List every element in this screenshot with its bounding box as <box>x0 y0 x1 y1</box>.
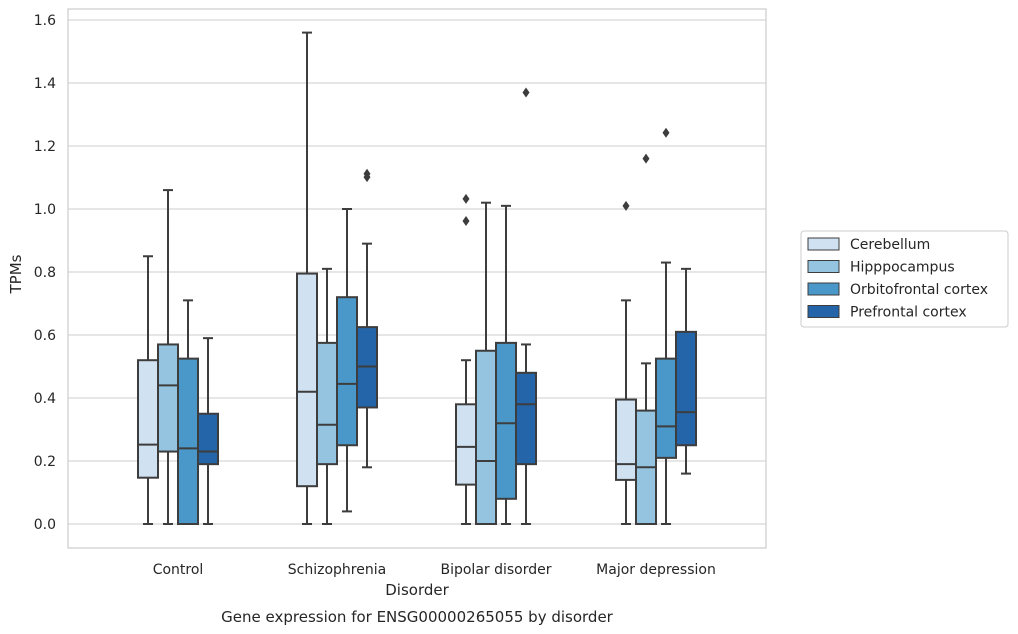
y-tick-label: 1.4 <box>34 76 56 92</box>
x-axis-label: Disorder <box>385 581 449 599</box>
legend-frame <box>800 230 1009 328</box>
box-prefrontal-cortex <box>515 87 537 525</box>
boxes-layer <box>137 31 697 526</box>
legend-swatch <box>807 260 840 273</box>
x-tick-label: Schizophrenia <box>288 562 386 578</box>
box-body <box>177 357 199 525</box>
box-cerebellum <box>615 200 637 525</box>
box-body <box>655 357 677 459</box>
legend-swatch <box>807 237 840 251</box>
outlier-point <box>522 87 530 98</box>
outlier-point <box>662 127 670 138</box>
legend-item: Hipppocampus <box>807 260 955 276</box>
box-body <box>296 272 318 488</box>
box-orbitofrontal-cortex <box>336 208 358 513</box>
legend-item: Cerebellum <box>807 237 930 253</box>
legend-label: Hipppocampus <box>850 260 955 276</box>
y-tick-label: 0.2 <box>34 454 56 470</box>
figure-caption: Gene expression for ENSG00000265055 by d… <box>221 608 614 626</box>
legend-label: Cerebellum <box>850 237 930 253</box>
legend-item: Prefrontal cortex <box>807 305 967 321</box>
legend-label: Prefrontal cortex <box>850 305 967 321</box>
box-orbitofrontal-cortex <box>177 299 199 525</box>
outlier-point <box>462 193 470 204</box>
y-tick-label: 0.8 <box>34 265 56 281</box>
legend-item: Orbitofrontal cortex <box>807 282 988 298</box>
box-hipppocampus <box>635 153 657 526</box>
box-hipppocampus <box>157 189 179 525</box>
outlier-point <box>622 200 630 211</box>
box-body <box>336 296 358 447</box>
x-tick-label: Major depression <box>596 562 716 578</box>
box-body <box>615 398 637 481</box>
box-cerebellum <box>455 193 477 525</box>
box-orbitofrontal-cortex <box>655 127 677 525</box>
box-body <box>515 371 537 466</box>
legend-swatch <box>807 282 840 296</box>
y-tick-label: 1.6 <box>34 13 56 29</box>
box-body <box>475 349 497 525</box>
box-body <box>495 341 517 500</box>
box-prefrontal-cortex <box>675 267 697 475</box>
box-body <box>316 341 338 466</box>
box-body <box>455 403 477 486</box>
y-tick-label: 0.4 <box>34 391 56 407</box>
box-body <box>675 330 697 447</box>
y-tick-label: 0.0 <box>34 517 56 533</box>
x-tick-label: Control <box>153 562 204 578</box>
box-hipppocampus <box>475 201 497 525</box>
box-orbitofrontal-cortex <box>495 204 517 525</box>
legend-swatch <box>807 305 840 318</box>
y-tick-label: 0.6 <box>34 328 56 344</box>
box-body <box>137 359 159 479</box>
box-prefrontal-cortex <box>356 168 378 469</box>
box-body <box>157 343 179 453</box>
box-hipppocampus <box>316 267 338 525</box>
x-tick-labels: Control Schizophrenia Bipolar disorder Majo… <box>153 562 716 578</box>
y-tick-labels: 0.0 0.2 0.4 0.6 0.8 1.0 1.2 1.4 1.6 <box>34 13 56 533</box>
legend: Cerebellum Hipppocampus Orbitofrontal cort… <box>800 230 1009 328</box>
plot-area-frame <box>67 8 767 549</box>
outlier-point <box>462 215 470 226</box>
y-tick-label: 1.0 <box>34 202 56 218</box>
box-cerebellum <box>296 31 318 525</box>
box-body <box>197 412 219 466</box>
outlier-point <box>642 153 650 164</box>
legend-label: Orbitofrontal cortex <box>850 282 988 298</box>
x-tick-label: Bipolar disorder <box>440 562 551 578</box>
outlier-point <box>363 168 371 179</box>
y-tick-label: 1.2 <box>34 139 56 155</box>
box-prefrontal-cortex <box>197 337 219 525</box>
y-axis-label: TPMs <box>7 254 25 294</box>
box-cerebellum <box>137 255 159 525</box>
